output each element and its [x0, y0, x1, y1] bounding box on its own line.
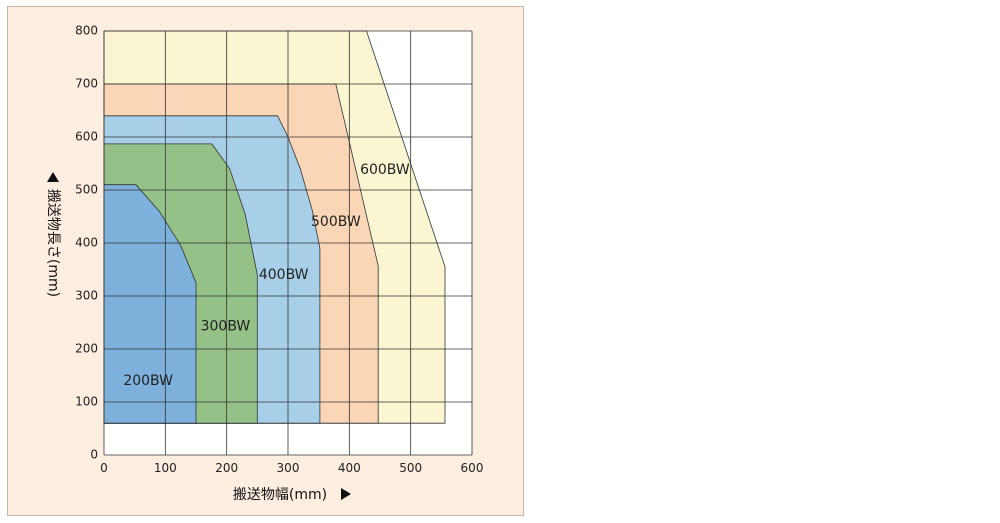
chart-svg: 200BW 300BW 400BW 500BW 600BW 0 100 200 300 400 5… — [45, 24, 483, 504]
x-axis-arrow-icon — [341, 488, 351, 500]
label-400bw: 400BW — [259, 267, 309, 283]
y-tick-layer: 0 100 200 300 400 500 600 700 800 — [75, 24, 98, 462]
label-500bw: 500BW — [311, 214, 361, 230]
x-tick-label-600: 600 — [461, 461, 484, 475]
label-600bw: 600BW — [360, 162, 410, 178]
x-tick-label-400: 400 — [338, 461, 361, 475]
x-tick-label-0: 0 — [100, 461, 108, 475]
x-tick-layer: 0 100 200 300 400 500 600 — [100, 461, 483, 475]
y-tick-label-0: 0 — [90, 448, 98, 462]
x-axis-title: 搬送物幅(mm) — [233, 487, 327, 503]
y-tick-label-800: 800 — [75, 24, 98, 38]
y-tick-label-100: 100 — [75, 395, 98, 409]
y-tick-label-200: 200 — [75, 342, 98, 356]
x-axis-title-group: 搬送物幅(mm) — [233, 487, 351, 503]
x-tick-label-500: 500 — [399, 461, 422, 475]
x-tick-label-300: 300 — [277, 461, 300, 475]
x-tick-label-200: 200 — [215, 461, 238, 475]
y-tick-label-600: 600 — [75, 130, 98, 144]
label-200bw: 200BW — [123, 373, 173, 389]
y-tick-label-500: 500 — [75, 183, 98, 197]
area-layer — [103, 30, 446, 424]
y-axis-title-group: 搬送物長さ(mm) — [45, 172, 61, 297]
y-tick-label-300: 300 — [75, 289, 98, 303]
y-axis-title: 搬送物長さ(mm) — [45, 189, 61, 297]
grid-layer — [103, 30, 473, 456]
y-tick-label-700: 700 — [75, 77, 98, 91]
series-label-layer: 200BW 300BW 400BW 500BW 600BW — [123, 162, 410, 389]
area-200bw — [103, 184, 197, 424]
y-tick-label-400: 400 — [75, 236, 98, 250]
x-tick-label-100: 100 — [154, 461, 177, 475]
chart-panel: 200BW 300BW 400BW 500BW 600BW 0 100 200 300 400 5… — [7, 6, 524, 516]
y-axis-arrow-icon — [47, 172, 59, 182]
label-300bw: 300BW — [201, 319, 251, 335]
